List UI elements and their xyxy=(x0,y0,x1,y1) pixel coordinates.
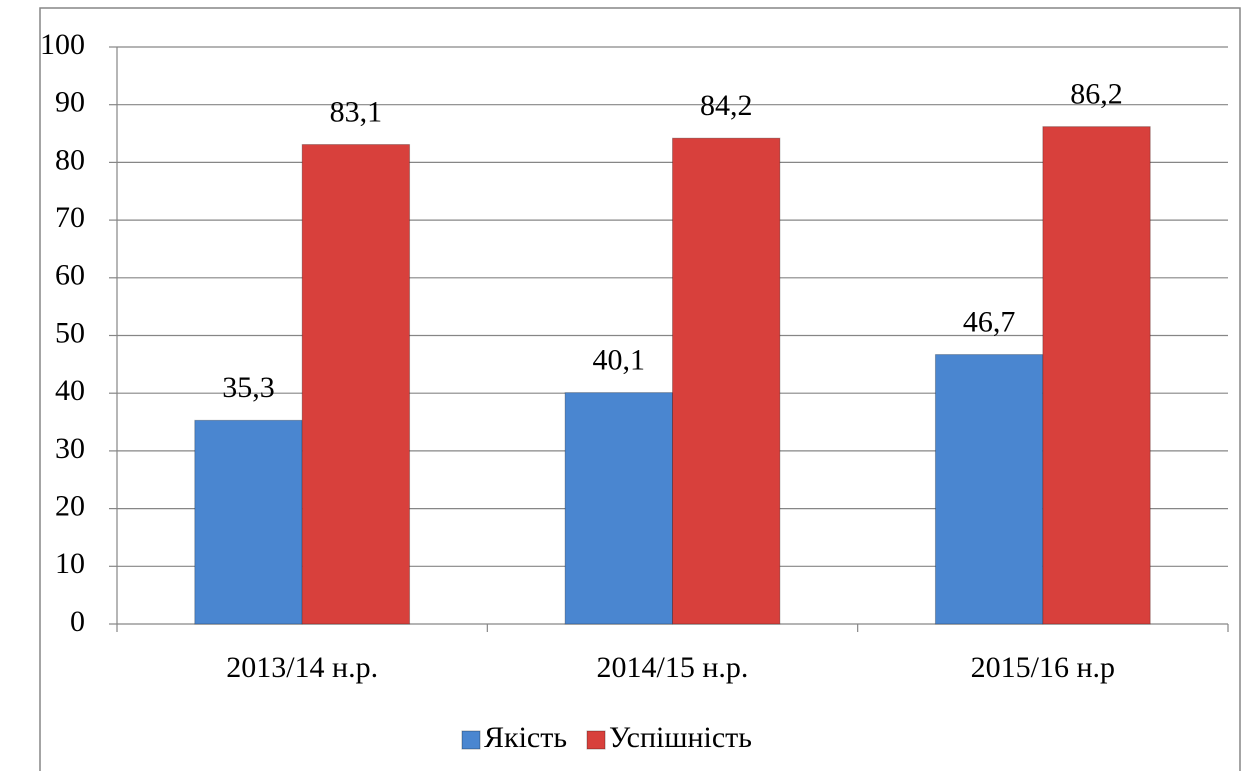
bar xyxy=(934,354,1044,625)
y-tick-label: 20 xyxy=(55,489,85,522)
y-tick-label: 0 xyxy=(70,605,85,638)
y-tick-label: 90 xyxy=(55,86,85,119)
bar xyxy=(194,419,303,625)
legend-label: Успішність xyxy=(609,721,752,754)
bar xyxy=(672,137,781,625)
value-label: 40,1 xyxy=(593,344,646,377)
y-tick-label: 80 xyxy=(55,143,85,176)
x-tick-label: 2014/15 н.р. xyxy=(597,651,749,684)
y-tick-label: 40 xyxy=(55,374,85,407)
value-label: 86,2 xyxy=(1070,78,1123,111)
y-tick-label: 60 xyxy=(55,259,85,292)
value-label: 35,3 xyxy=(222,371,275,404)
y-tick-label: 50 xyxy=(55,316,85,349)
y-tick-label: 70 xyxy=(55,201,85,234)
legend-swatch xyxy=(461,730,481,750)
value-label: 46,7 xyxy=(963,305,1016,338)
bar xyxy=(301,144,411,625)
y-tick-label: 10 xyxy=(55,547,85,580)
x-tick-label: 2013/14 н.р. xyxy=(226,651,378,684)
y-tick-label: 100 xyxy=(40,28,85,61)
x-tick-label: 2015/16 н.р xyxy=(971,651,1115,684)
y-tick-label: 30 xyxy=(55,432,85,465)
legend-label: Якість xyxy=(484,721,567,754)
value-label: 83,1 xyxy=(330,95,383,128)
bar xyxy=(1042,126,1151,625)
bar xyxy=(564,392,673,625)
value-label: 84,2 xyxy=(700,89,753,122)
legend-swatch xyxy=(586,730,606,750)
